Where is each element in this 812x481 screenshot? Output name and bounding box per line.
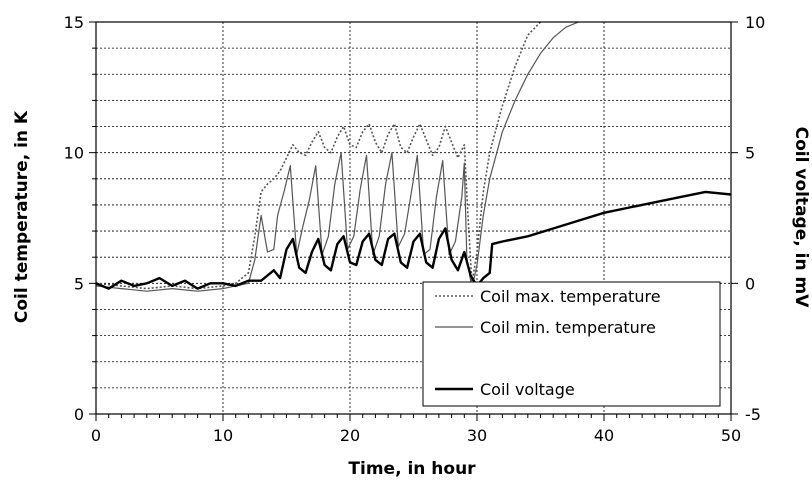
x-axis-title: Time, in hour <box>348 459 476 479</box>
series-voltage <box>96 190 731 290</box>
tick-labels: 0 10 20 30 40 50 0 5 10 15 -5 0 5 10 <box>64 13 766 445</box>
y2-tick-label: 10 <box>745 13 765 32</box>
grid <box>96 22 731 414</box>
series-max-temperature <box>96 22 542 290</box>
x-tick-label: 0 <box>91 426 101 445</box>
x-tick-label: 20 <box>340 426 360 445</box>
legend-label-min: Coil min. temperature <box>480 318 656 337</box>
x-tick-label: 50 <box>721 426 741 445</box>
legend-label-voltage: Coil voltage <box>480 380 575 399</box>
y2-tick-label: 5 <box>745 144 755 163</box>
series-layer <box>96 22 731 292</box>
y-axis-title: Coil temperature, in K <box>12 110 32 323</box>
legend: Coil max. temperature Coil min. temperat… <box>422 281 721 407</box>
y2-axis-title: Coil voltage, in mV <box>791 127 811 309</box>
ticks <box>89 21 738 421</box>
y2-tick-label: 0 <box>745 274 755 293</box>
x-tick-label: 40 <box>594 426 614 445</box>
x-tick-label: 30 <box>467 426 487 445</box>
legend-box <box>422 281 721 407</box>
x-tick-label: 10 <box>213 426 233 445</box>
y-tick-label: 15 <box>64 13 84 32</box>
legend-label-max: Coil max. temperature <box>480 287 661 306</box>
y-tick-label: 0 <box>74 405 84 424</box>
y2-tick-label: -5 <box>745 405 761 424</box>
series-min-temperature <box>96 22 579 292</box>
y-tick-label: 5 <box>74 274 84 293</box>
y-tick-label: 10 <box>64 144 84 163</box>
